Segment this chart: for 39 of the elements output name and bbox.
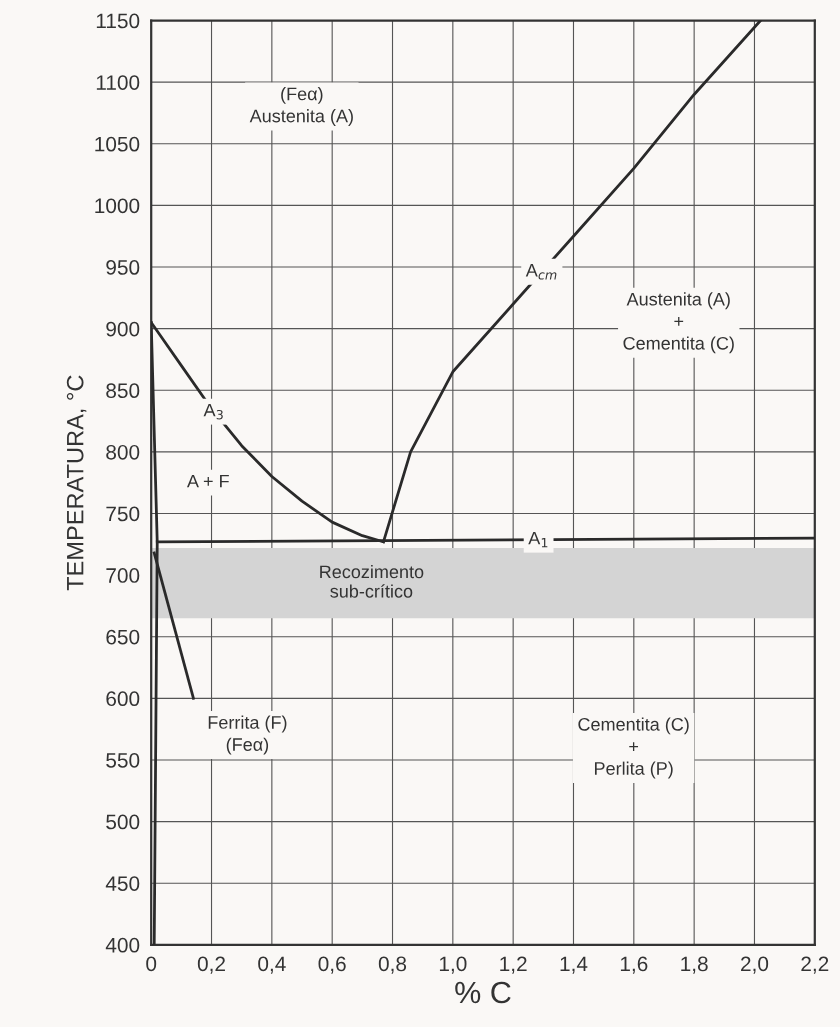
y-tick-label: 1100 [96,75,140,90]
y-axis-title: TEMPERATURA, °C [66,375,87,591]
y-tick-label: 550 [106,752,140,768]
annotation: Austenita (A) + Cementita (C) [623,292,734,354]
x-tick-label: 1,2 [500,956,527,974]
annotation: (Feα) Austenita (A) [249,87,353,126]
x-tick-label: 0,6 [318,956,346,974]
y-tick-label: 450 [105,876,140,891]
annotation: Ferrita (F) (Feα) [208,715,287,755]
x-tick-label: 1,8 [681,956,708,974]
x-tick-label: 0,2 [197,956,225,974]
y-tick-label: 750 [106,506,140,522]
x-tick-label: 2,0 [741,956,769,974]
annotation: A + F [186,474,229,488]
y-tick-label: 500 [106,814,140,830]
x-tick-label: 0 [146,956,157,972]
series-label: A$_{1}$ [528,531,548,548]
y-tick-label: 1050 [95,136,140,152]
annotation: Cementita (C) + Perlita (P) [578,717,689,779]
y-tick-label: 650 [106,629,140,645]
y-tick-label: 800 [106,444,140,460]
y-tick-label: 400 [105,937,140,953]
series-label: A$_{cm}$ [525,264,557,280]
x-tick-label: 0,8 [378,956,407,974]
y-tick-label: 1150 [96,13,140,29]
y-tick-label: 900 [106,321,140,337]
y-tick-label: 1000 [95,198,140,214]
x-tick-label: 1,0 [439,956,467,974]
y-tick-label: 850 [106,383,140,399]
y-tick-label: 950 [106,260,140,275]
x-tick-label: 2,2 [801,956,829,974]
x-axis-title: % C [455,981,511,1004]
series-label: A$_{3}$ [203,403,223,420]
x-tick-label: 1,6 [620,956,648,974]
y-tick-label: 700 [106,568,140,583]
y-tick-label: 600 [106,691,140,707]
x-tick-label: 0,4 [258,956,286,974]
x-tick-label: 1,4 [560,956,588,974]
band-label: Recozimento sub-crítico [320,564,424,598]
